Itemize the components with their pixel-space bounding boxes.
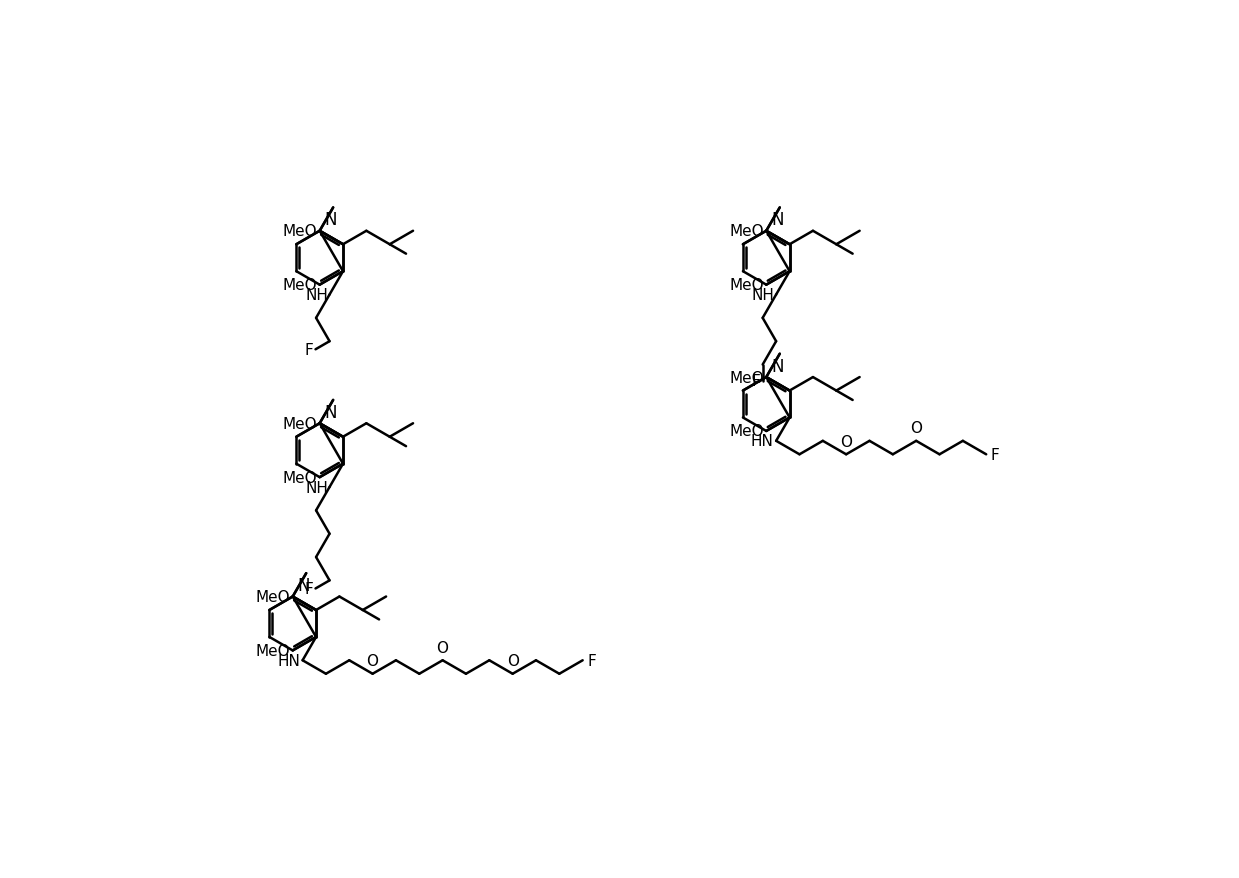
Text: F: F: [305, 581, 313, 596]
Text: MeO: MeO: [282, 416, 317, 431]
Text: NH: NH: [752, 288, 774, 303]
Text: MeO: MeO: [282, 470, 317, 486]
Text: MeO: MeO: [730, 371, 764, 385]
Text: O: O: [840, 435, 852, 450]
Text: F: F: [752, 374, 761, 389]
Text: NH: NH: [305, 288, 328, 303]
Text: N: N: [771, 212, 783, 229]
Text: O: O: [367, 653, 379, 669]
Text: N: N: [297, 577, 310, 594]
Text: N: N: [325, 404, 337, 421]
Text: N: N: [771, 357, 783, 375]
Text: HN: HN: [751, 434, 774, 449]
Text: HN: HN: [278, 653, 300, 668]
Text: F: F: [587, 653, 596, 668]
Text: MeO: MeO: [730, 424, 764, 439]
Text: F: F: [991, 447, 1000, 463]
Text: O: O: [911, 421, 922, 436]
Text: MeO: MeO: [282, 277, 317, 293]
Text: O: O: [507, 653, 519, 669]
Text: MeO: MeO: [282, 224, 317, 239]
Text: NH: NH: [305, 480, 328, 495]
Text: MeO: MeO: [255, 589, 290, 604]
Text: O: O: [436, 640, 449, 655]
Text: MeO: MeO: [255, 644, 290, 658]
Text: MeO: MeO: [730, 224, 764, 239]
Text: F: F: [305, 342, 313, 357]
Text: N: N: [325, 212, 337, 229]
Text: MeO: MeO: [730, 277, 764, 293]
